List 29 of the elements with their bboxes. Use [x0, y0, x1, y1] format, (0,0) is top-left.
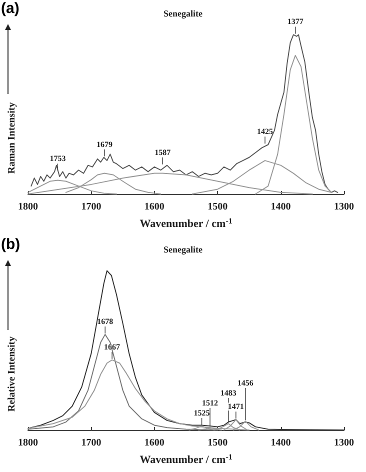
annotation: 1587: [154, 148, 171, 157]
chart-title: Senegalite: [164, 244, 202, 254]
y-axis-title: Relative Intensity: [6, 336, 18, 412]
x-tick-label: 1400: [270, 202, 291, 212]
annotation: 1678: [97, 316, 114, 326]
annotation: 1377: [287, 17, 304, 26]
x-tick-label: 1600: [144, 438, 164, 448]
x-tick-label: 1600: [144, 202, 164, 212]
annotation: 1456: [237, 378, 254, 388]
x-tick-label: 1700: [81, 438, 102, 448]
annotation: 1525: [194, 408, 210, 418]
x-tick-label: 1500: [208, 438, 228, 448]
x-tick-label: 1800: [18, 438, 38, 448]
annotation: 1483: [220, 388, 236, 398]
text: (a): [1, 0, 20, 17]
x-tick-label: 1700: [81, 202, 102, 212]
annotation: 1425: [257, 127, 273, 136]
annotation: 1679: [96, 140, 112, 149]
x-tick-label: 1300: [334, 202, 354, 212]
x-tick-label: 1300: [334, 438, 354, 448]
y-axis-title: Raman Intensity: [6, 102, 18, 174]
annotation: 1471: [228, 402, 244, 412]
x-tick-label: 1500: [208, 202, 228, 212]
x-tick-label: 1400: [270, 438, 291, 448]
x-tick-label: 1800: [18, 202, 38, 212]
chart-title: Senegalite: [164, 8, 202, 18]
annotation: 1512: [202, 398, 218, 408]
text: (b): [1, 236, 20, 253]
annotation: 1753: [50, 154, 66, 164]
